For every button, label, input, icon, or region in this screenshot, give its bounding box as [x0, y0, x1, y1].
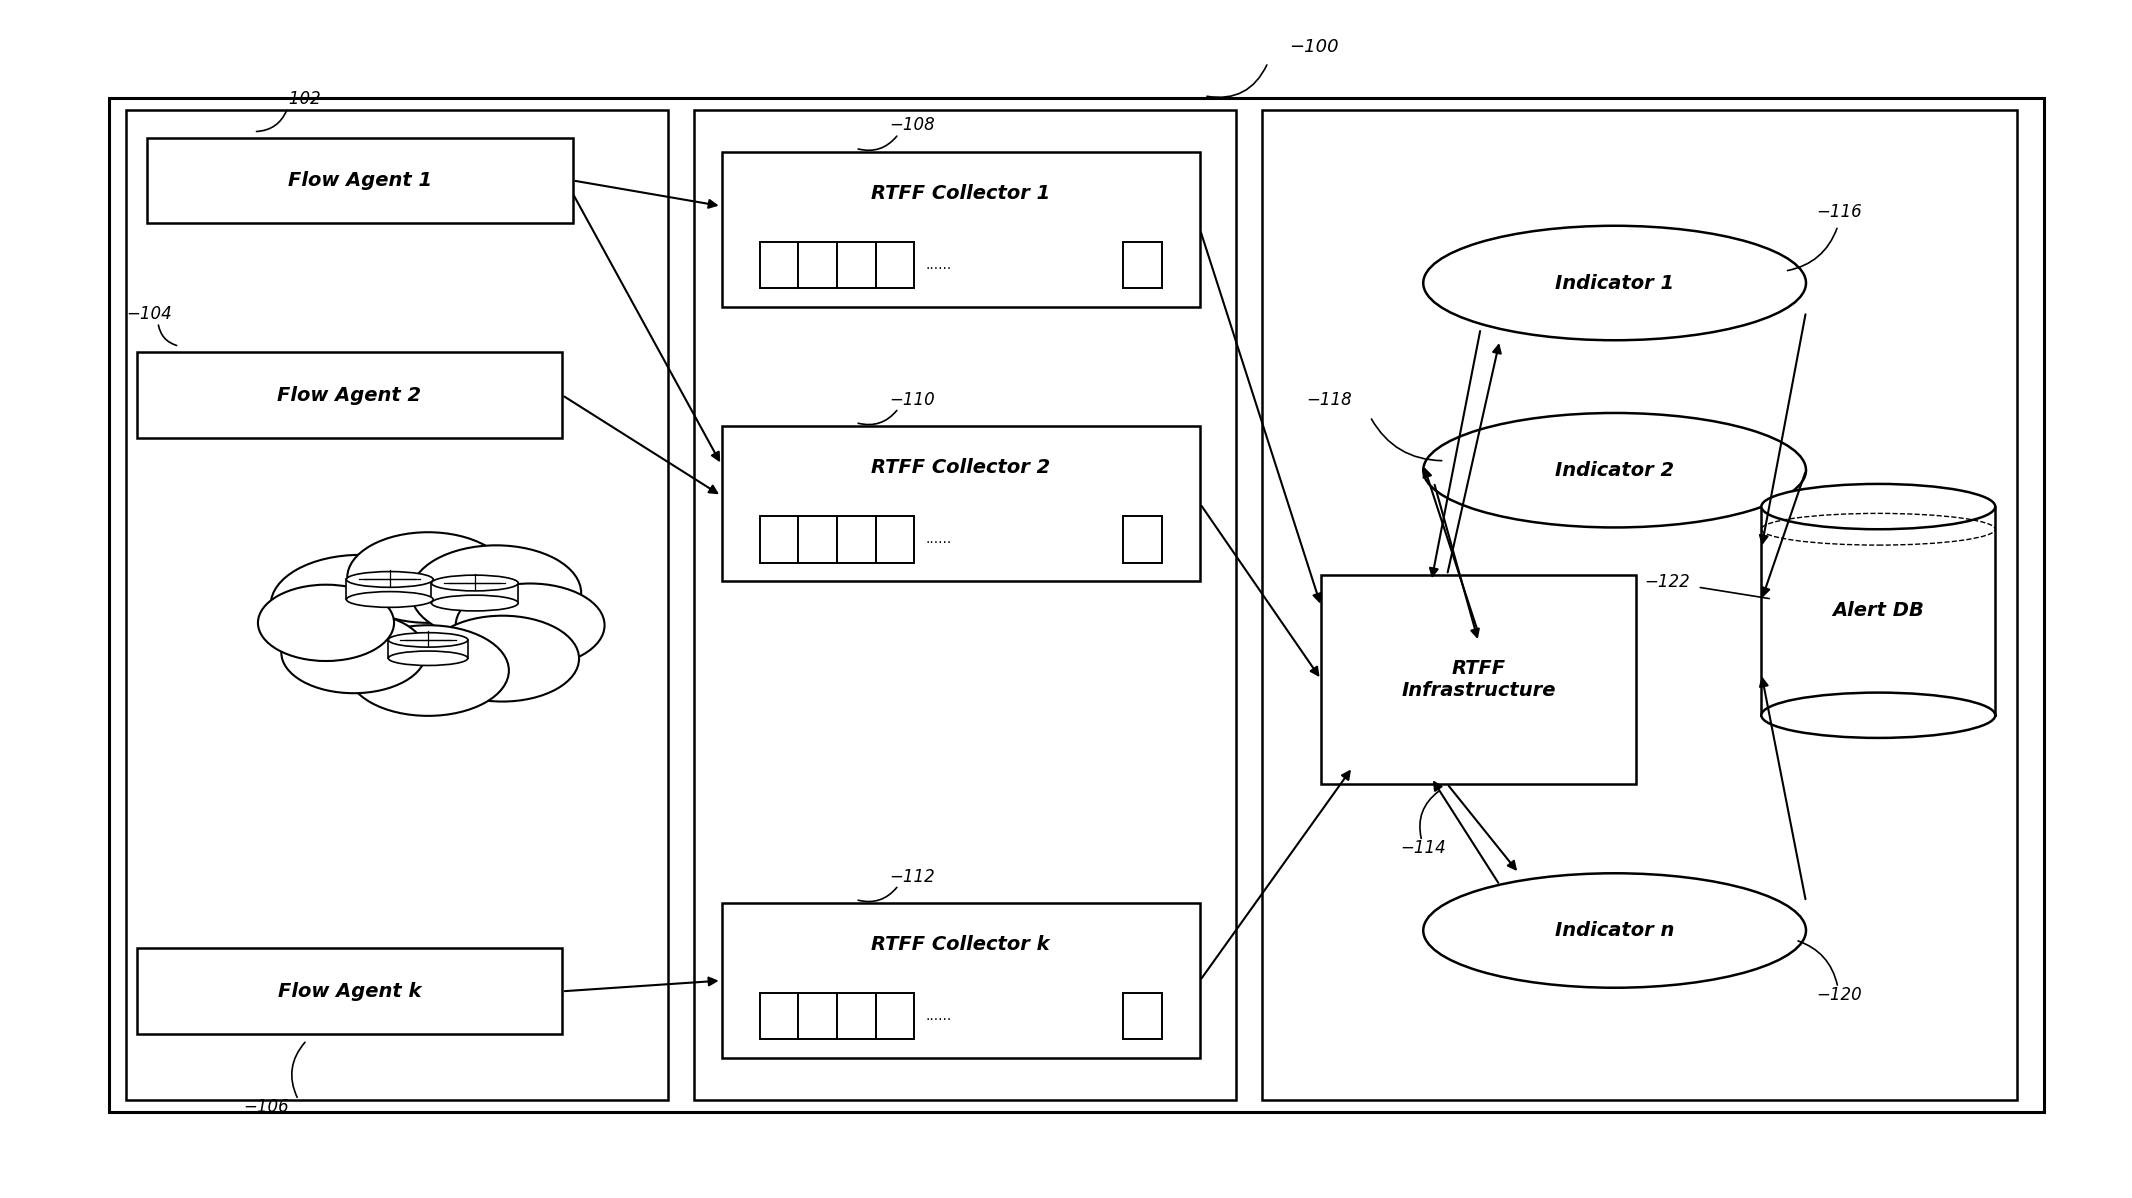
Bar [1124, 993, 1162, 1040]
Bar [388, 640, 467, 658]
Text: −122: −122 [1644, 573, 1691, 591]
Bar [838, 993, 876, 1040]
Text: Alert DB: Alert DB [1831, 601, 1925, 621]
Bar [1322, 575, 1635, 783]
Text: −116: −116 [1816, 204, 1863, 222]
Ellipse shape [345, 592, 433, 607]
Bar [838, 516, 876, 563]
Ellipse shape [431, 595, 518, 611]
Circle shape [348, 532, 510, 623]
Bar [136, 352, 563, 438]
Text: −110: −110 [889, 391, 934, 409]
Bar [431, 583, 518, 603]
Bar [721, 426, 1200, 581]
Ellipse shape [1424, 225, 1806, 340]
Ellipse shape [1761, 484, 1996, 530]
Circle shape [456, 583, 605, 667]
Bar [721, 903, 1200, 1058]
Text: ......: ...... [925, 1009, 953, 1023]
Text: RTFF Collector 2: RTFF Collector 2 [872, 459, 1051, 478]
Bar [797, 242, 838, 289]
Text: RTFF Collector 1: RTFF Collector 1 [872, 184, 1051, 204]
Circle shape [426, 616, 580, 702]
Text: Indicator n: Indicator n [1554, 921, 1674, 940]
Text: −108: −108 [889, 116, 934, 134]
Bar [838, 242, 876, 289]
Text: −106: −106 [243, 1097, 288, 1115]
Circle shape [271, 555, 450, 655]
Text: −112: −112 [889, 867, 934, 885]
Text: ......: ...... [925, 258, 953, 272]
Ellipse shape [345, 571, 433, 587]
Bar [126, 110, 667, 1100]
Circle shape [258, 585, 394, 661]
Text: ......: ...... [925, 532, 953, 546]
Circle shape [348, 625, 510, 716]
Text: −104: −104 [126, 304, 173, 322]
Bar [876, 242, 915, 289]
Bar [876, 516, 915, 563]
Text: RTFF
Infrastructure: RTFF Infrastructure [1401, 659, 1556, 700]
Circle shape [281, 612, 426, 694]
Ellipse shape [431, 575, 518, 591]
Text: Indicator 1: Indicator 1 [1554, 273, 1674, 292]
Ellipse shape [1424, 873, 1806, 987]
Ellipse shape [388, 651, 467, 665]
Bar [797, 993, 838, 1040]
Ellipse shape [1761, 692, 1996, 738]
Ellipse shape [388, 633, 467, 647]
Text: RTFF Collector k: RTFF Collector k [872, 936, 1051, 955]
Bar [759, 993, 797, 1040]
Bar [797, 516, 838, 563]
Bar [1124, 242, 1162, 289]
Bar [693, 110, 1237, 1100]
Bar [136, 949, 563, 1034]
Bar [1124, 516, 1162, 563]
Text: Indicator 2: Indicator 2 [1554, 461, 1674, 479]
Bar [876, 993, 915, 1040]
Text: −120: −120 [1816, 986, 1863, 1004]
Bar [721, 152, 1200, 307]
Text: −114: −114 [1401, 839, 1445, 857]
Text: Flow Agent 1: Flow Agent 1 [288, 171, 433, 190]
Ellipse shape [1424, 413, 1806, 527]
Text: −102: −102 [275, 90, 320, 108]
Text: −118: −118 [1307, 391, 1352, 409]
Text: −100: −100 [1290, 38, 1339, 56]
Text: Flow Agent 2: Flow Agent 2 [277, 386, 422, 405]
Text: Flow Agent k: Flow Agent k [277, 982, 422, 1000]
Bar [759, 242, 797, 289]
Bar [1262, 110, 2017, 1100]
Circle shape [411, 545, 582, 641]
Bar [1761, 507, 1996, 715]
Bar [759, 516, 797, 563]
Bar [345, 580, 433, 599]
Bar [109, 98, 2045, 1112]
Bar [147, 138, 574, 223]
